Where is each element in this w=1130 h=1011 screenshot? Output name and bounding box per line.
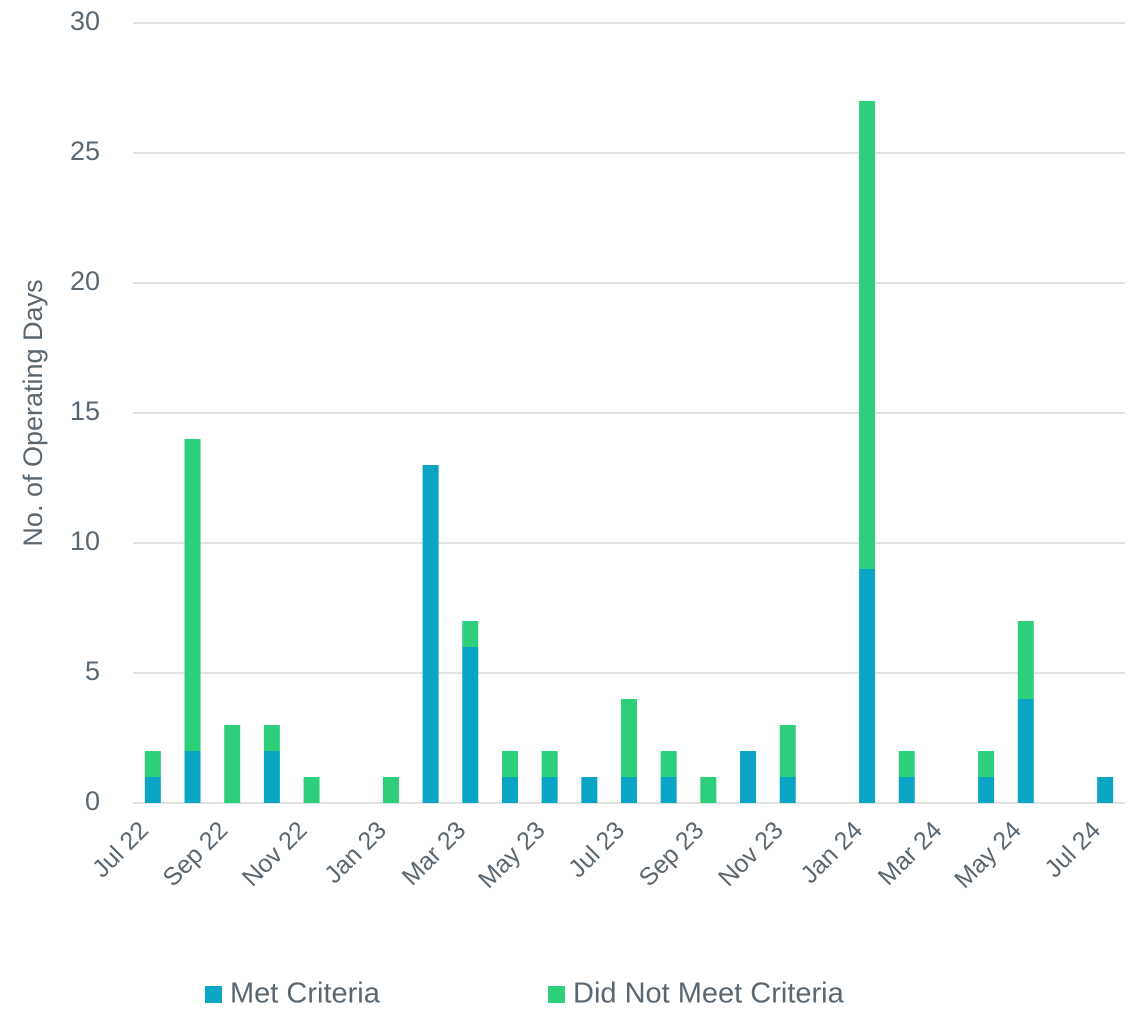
bar-segment — [1017, 699, 1034, 803]
bar-segment — [224, 725, 241, 803]
x-tick-label: May 23 — [473, 816, 551, 894]
bar-segment — [382, 777, 399, 803]
bar-segment — [779, 777, 796, 803]
y-tick-label: 30 — [70, 6, 100, 36]
bar-segment — [144, 751, 161, 777]
bar-segment — [859, 101, 876, 569]
bar-segment — [541, 777, 558, 803]
x-tick-label: Nov 22 — [237, 816, 313, 892]
bar-segment — [978, 777, 995, 803]
x-tick-label: Jan 23 — [319, 816, 392, 889]
bar-segment — [660, 777, 677, 803]
x-tick-label: Mar 23 — [397, 816, 472, 891]
bar-segment — [501, 751, 518, 777]
bar-segment — [184, 751, 201, 803]
x-tick-label: Jul 23 — [563, 816, 630, 883]
bar-segment — [1097, 777, 1114, 803]
x-tick-label: Sep 23 — [634, 816, 710, 892]
y-tick-label: 0 — [85, 786, 100, 816]
x-tick-label: Jul 24 — [1039, 816, 1106, 883]
y-tick-label: 15 — [70, 396, 100, 426]
x-tick-label: May 24 — [949, 816, 1027, 894]
bar-segment — [303, 777, 320, 803]
y-tick-label: 25 — [70, 136, 100, 166]
bar-segment — [898, 751, 915, 777]
bar-segment — [621, 777, 637, 803]
bar-segment — [1017, 621, 1034, 699]
bar-segment — [859, 569, 876, 803]
bar-segment — [462, 647, 479, 803]
legend-label: Met Criteria — [230, 978, 381, 1010]
y-tick-label: 10 — [70, 526, 100, 556]
bar-segment — [541, 751, 558, 777]
x-tick-label: Sep 22 — [157, 816, 233, 892]
x-tick-label: Mar 24 — [873, 816, 948, 891]
y-tick-label: 5 — [85, 656, 100, 686]
bar-segment — [501, 777, 518, 803]
bar-segment — [144, 777, 161, 803]
legend-label: Did Not Meet Criteria — [573, 978, 845, 1010]
legend-swatch — [205, 986, 222, 1003]
bar-segment — [898, 777, 915, 803]
bar-segment — [581, 777, 598, 803]
bar-segment — [184, 439, 201, 751]
y-axis-label: No. of Operating Days — [18, 279, 48, 546]
y-tick-label: 20 — [70, 266, 100, 296]
legend-swatch — [548, 986, 565, 1003]
bar-segment — [779, 725, 796, 777]
bar-segment — [263, 751, 280, 803]
bar-segment — [700, 777, 717, 803]
x-tick-label: Jul 22 — [87, 816, 154, 883]
bar-segment — [422, 465, 439, 803]
x-tick-label: Jan 24 — [795, 816, 868, 889]
bar-segment — [263, 725, 280, 751]
x-tick-label: Nov 23 — [713, 816, 789, 892]
bar-segment — [740, 751, 757, 803]
bar-segment — [462, 621, 479, 647]
bar-segment — [621, 699, 637, 777]
bar-segment — [978, 751, 995, 777]
bar-segment — [660, 751, 677, 777]
